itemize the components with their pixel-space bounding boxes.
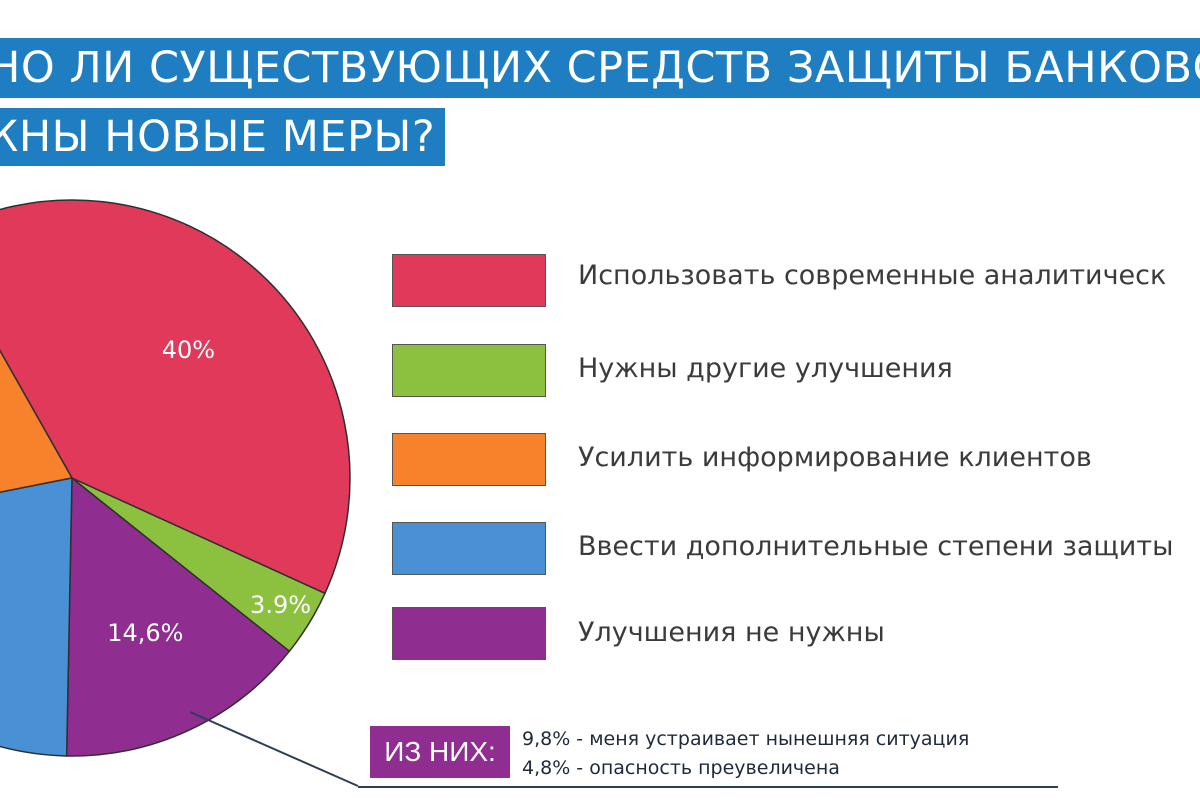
title-bar-line-1: ЧНО ЛИ СУЩЕСТВУЮЩИХ СРЕДСТВ ЗАЩИТЫ БАНКО… <box>0 38 1200 98</box>
breakdown-badge: ИЗ НИХ: <box>370 726 510 778</box>
pie-slice-extra-protection <box>0 477 73 757</box>
legend-swatch-client-info <box>392 433 546 486</box>
pie-slice-analytics-value-label: 40% <box>162 336 215 364</box>
legend-swatch-extra-protection <box>392 522 546 575</box>
breakdown-underline <box>358 786 1058 788</box>
chart-title-line-2: ЖНЫ НОВЫЕ МЕРЫ? <box>0 112 436 162</box>
legend-label-client-info: Усилить информирование клиентов <box>578 442 1092 473</box>
pie-slice-client-info <box>0 349 74 494</box>
legend-swatch-other-improvements <box>392 344 546 397</box>
legend-swatch-no-improvements <box>392 607 546 660</box>
pie-slice-no-improvements <box>65 476 291 757</box>
legend-label-other-improvements: Нужны другие улучшения <box>578 353 953 384</box>
breakdown-line-current-situation: 9,8% - меня устраивает нынешняя ситуация <box>522 728 970 750</box>
chart-title-line-1: ЧНО ЛИ СУЩЕСТВУЮЩИХ СРЕДСТВ ЗАЩИТЫ БАНКО… <box>0 43 1200 93</box>
legend-label-extra-protection: Ввести дополнительные степени защиты <box>578 531 1174 562</box>
pie-slice-analytics <box>0 199 351 595</box>
legend-label-analytics: Использовать современные аналитическ <box>578 260 1167 291</box>
leader-line <box>189 711 359 787</box>
pie-slice-no-improvements-value-label: 14,6% <box>107 619 183 647</box>
legend-label-no-improvements: Улучшения не нужны <box>578 617 885 648</box>
title-bar-line-2: ЖНЫ НОВЫЕ МЕРЫ? <box>0 108 445 166</box>
legend-swatch-analytics <box>392 254 546 307</box>
pie-slice-other-improvements-value-label: 3.9% <box>250 591 311 619</box>
breakdown-line-danger-exaggerated: 4,8% - опасность преувеличена <box>522 757 840 779</box>
